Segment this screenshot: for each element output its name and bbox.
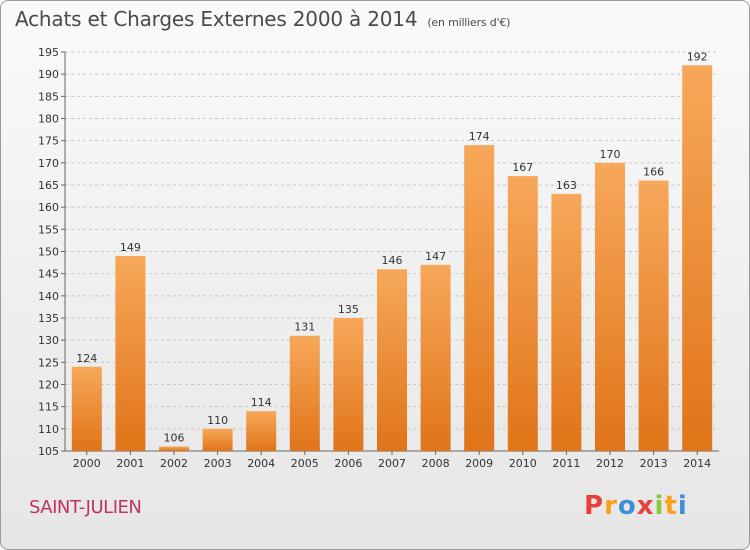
- y-tick-label: 150: [38, 246, 59, 259]
- bar-2001: [115, 255, 146, 451]
- x-tick-label: 2009: [465, 457, 493, 470]
- logo-letter: x: [636, 491, 655, 521]
- y-tick-label: 120: [38, 379, 59, 392]
- value-label-2003: 110: [207, 414, 228, 427]
- logo-letter: i: [654, 491, 665, 521]
- x-tick-label: 2006: [334, 457, 362, 470]
- bar-2011: [551, 193, 582, 451]
- value-label-2005: 131: [294, 321, 315, 334]
- y-tick-label: 135: [38, 312, 59, 325]
- value-label-2007: 146: [382, 254, 403, 267]
- y-tick-label: 140: [38, 290, 59, 303]
- value-label-2014: 192: [687, 50, 708, 63]
- logo-letter: r: [604, 491, 618, 521]
- bars: [71, 65, 713, 452]
- bar-2005: [289, 335, 320, 451]
- value-label-2009: 174: [469, 130, 490, 143]
- bar-2000: [71, 366, 102, 451]
- bar-2003: [202, 428, 233, 451]
- bar-2010: [507, 176, 538, 451]
- bar-2009: [464, 145, 495, 451]
- bar-2008: [420, 264, 451, 451]
- value-label-2004: 114: [251, 396, 272, 409]
- bar-2012: [595, 162, 625, 452]
- logo-letter: o: [617, 491, 637, 521]
- bar-2014: [682, 65, 713, 452]
- y-tick-label: 175: [38, 135, 59, 148]
- value-label-2010: 167: [512, 161, 533, 174]
- value-label-2006: 135: [338, 303, 359, 316]
- x-tick-label: 2003: [204, 457, 232, 470]
- x-tick-label: 2002: [160, 457, 188, 470]
- value-label-2008: 147: [425, 250, 446, 263]
- proxiti-logo: Proxiti: [584, 491, 688, 521]
- bar-2004: [246, 411, 277, 451]
- x-tick-label: 2011: [552, 457, 580, 470]
- x-tick-label: 2014: [683, 457, 711, 470]
- value-label-2013: 166: [643, 166, 664, 179]
- chart-subtitle: (en milliers d'€): [427, 16, 511, 29]
- bar-2007: [377, 269, 407, 451]
- y-tick-label: 185: [38, 90, 59, 103]
- x-tick-label: 2007: [378, 457, 406, 470]
- value-labels: 124 149 106 110 114 131 135 146 147 174 167 163 170 1…: [76, 50, 707, 444]
- x-tick-label: 2008: [422, 457, 450, 470]
- value-label-2001: 149: [120, 241, 141, 254]
- y-tick-label: 195: [38, 46, 59, 59]
- y-tick-label: 145: [38, 268, 59, 281]
- y-tick-label: 190: [38, 68, 59, 81]
- x-tick-label: 2000: [73, 457, 101, 470]
- value-label-2000: 124: [76, 352, 97, 365]
- logo-letter: i: [677, 491, 688, 521]
- value-label-2002: 106: [164, 432, 185, 445]
- bar-2002: [159, 446, 189, 451]
- logo-letter: t: [664, 491, 678, 521]
- value-label-2011: 163: [556, 179, 577, 192]
- value-label-2012: 170: [600, 148, 621, 161]
- y-tick-label: 125: [38, 356, 59, 369]
- chart-title-text: Achats et Charges Externes 2000 à 2014: [15, 7, 418, 31]
- y-tick-label: 110: [38, 423, 59, 436]
- y-tick-label: 170: [38, 157, 59, 170]
- x-tick-label: 2012: [596, 457, 624, 470]
- y-tick-label: 115: [38, 401, 59, 414]
- x-tick-label: 2004: [247, 457, 275, 470]
- x-tick-label: 2013: [640, 457, 668, 470]
- y-tick-label: 165: [38, 179, 59, 192]
- y-tick-label: 130: [38, 334, 59, 347]
- x-tick-label: 2010: [509, 457, 537, 470]
- y-tick-label: 105: [38, 445, 59, 458]
- y-tick-label: 155: [38, 223, 59, 236]
- logo-letter: P: [584, 491, 605, 521]
- y-tick-label: 160: [38, 201, 59, 214]
- commune-name: SAINT-JULIEN: [29, 497, 142, 518]
- chart-title: Achats et Charges Externes 2000 à 2014 (e…: [15, 7, 510, 31]
- bar-2006: [333, 318, 364, 451]
- y-tick-label: 180: [38, 113, 59, 126]
- axes: 105 110 115 120 125 130 135 140 145 150 155 160 165 1…: [38, 46, 719, 470]
- bar-2013: [638, 180, 669, 452]
- x-tick-label: 2001: [116, 457, 144, 470]
- x-tick-label: 2005: [291, 457, 319, 470]
